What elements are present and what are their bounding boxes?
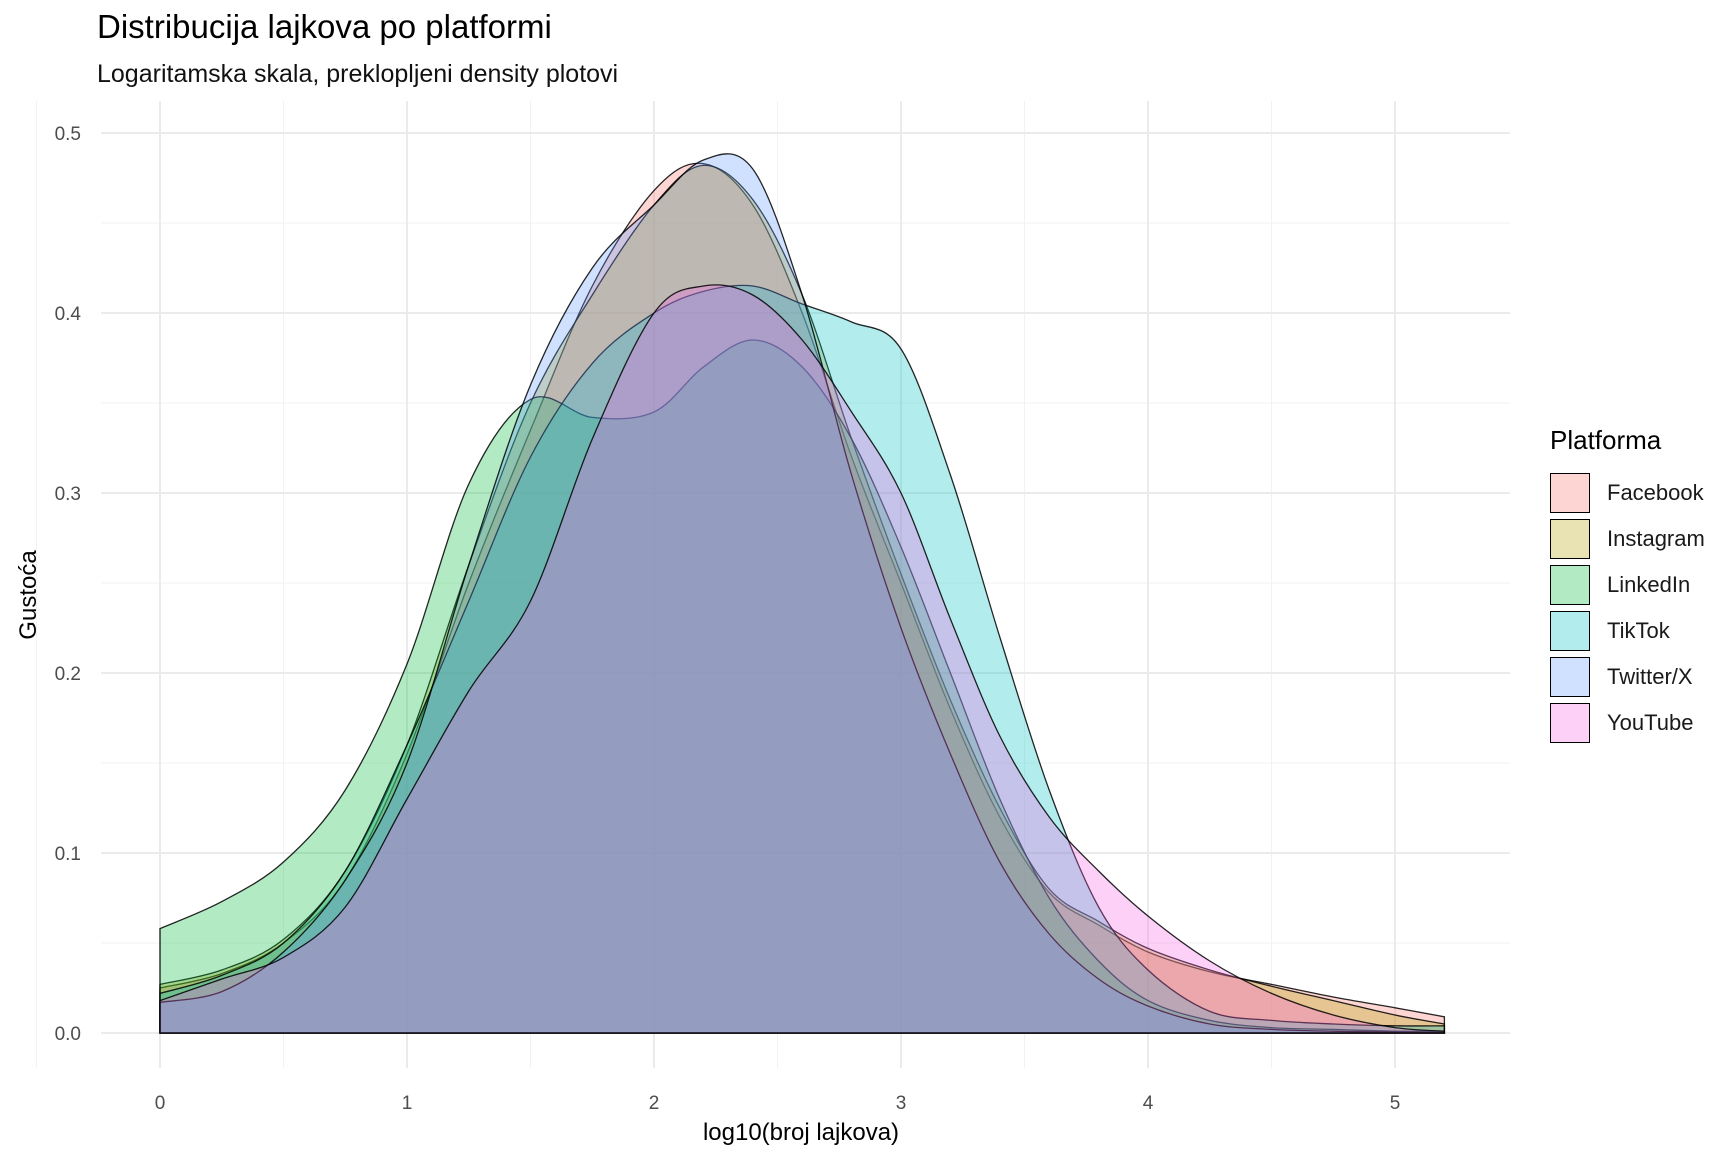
x-tick-label: 3 [896, 1093, 907, 1114]
legend-key [1550, 611, 1590, 651]
legend-label: Instagram [1607, 526, 1705, 551]
density-area-facebook [159, 162, 1446, 1034]
density-area-youtube [159, 284, 1446, 1034]
legend-label: Facebook [1607, 480, 1704, 505]
chart-title: Distribucija lajkova po platformi [97, 8, 552, 45]
legend-title: Platforma [1550, 425, 1662, 455]
density-areas [159, 153, 1446, 1034]
legend: Platforma Facebook Instagram LinkedIn TikTo… [1550, 425, 1705, 746]
chart-subtitle: Logaritamska skala, preklopljeni density… [97, 60, 619, 88]
axis-ticks: 0 1 2 3 4 5 0.0 0.1 0.2 0.3 0.4 0.5 [55, 124, 1401, 1114]
y-axis-title: Gustoća [15, 550, 42, 640]
x-axis-title: log10(broj lajkova) [703, 1119, 899, 1146]
legend-label: YouTube [1607, 710, 1694, 735]
legend-key [1550, 565, 1590, 605]
x-tick-label: 1 [402, 1093, 413, 1114]
y-tick-label: 0.4 [55, 304, 82, 325]
y-tick-label: 0.5 [55, 124, 81, 145]
y-tick-label: 0.3 [55, 484, 81, 505]
x-tick-label: 2 [649, 1093, 660, 1114]
density-area-linkedin [159, 339, 1446, 1034]
grid-lines [36, 101, 1510, 1068]
legend-item-instagram: Instagram [1550, 516, 1705, 562]
legend-label: Twitter/X [1607, 664, 1693, 689]
legend-label: TikTok [1607, 618, 1670, 643]
legend-key [1550, 473, 1590, 513]
legend-item-linkedin: LinkedIn [1550, 562, 1705, 608]
x-tick-label: 4 [1143, 1093, 1154, 1114]
density-area-twitter-x [159, 153, 1446, 1034]
legend-items: Facebook Instagram LinkedIn TikTok Twitter/X… [1550, 470, 1705, 746]
x-tick-label: 5 [1390, 1093, 1401, 1114]
density-area-tiktok [159, 284, 1446, 1034]
legend-item-tiktok: TikTok [1550, 608, 1705, 654]
y-tick-label: 0.0 [55, 1024, 81, 1045]
y-tick-label: 0.2 [55, 664, 81, 685]
legend-key [1550, 519, 1590, 559]
y-tick-label: 0.1 [55, 844, 81, 865]
legend-item-youtube: YouTube [1550, 700, 1705, 746]
legend-key [1550, 657, 1590, 697]
legend-label: LinkedIn [1607, 572, 1691, 597]
legend-item-twitter-x: Twitter/X [1550, 654, 1705, 700]
legend-key [1550, 703, 1590, 743]
legend-item-facebook: Facebook [1550, 470, 1705, 516]
x-tick-label: 0 [155, 1093, 166, 1114]
